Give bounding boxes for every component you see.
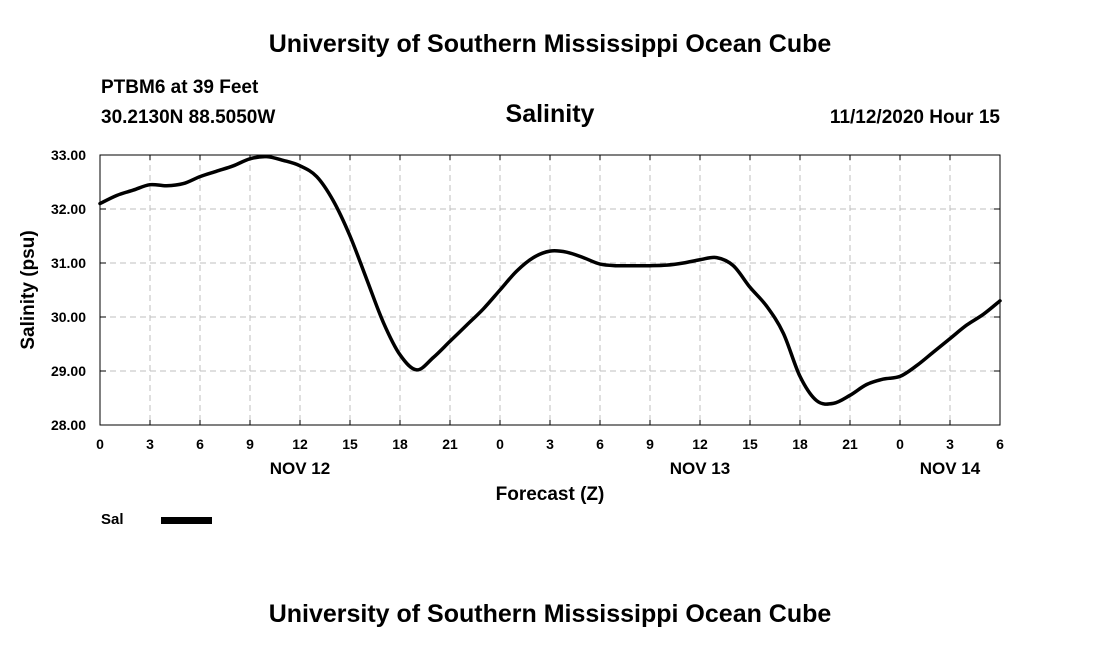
x-tick-label: 3 (146, 436, 154, 452)
y-tick-label: 31.00 (51, 255, 86, 271)
x-tick-label: 0 (496, 436, 504, 452)
axis-labels: 0 3 6 9 12 15 18 21 0 3 6 9 12 15 18 21 0 3 6 28.00 29.00 30.… (51, 147, 1004, 478)
grid-lines (100, 155, 1000, 425)
series-line-sal (98, 154, 1002, 406)
x-tick-label: 3 (946, 436, 954, 452)
footer-organization-title: University of Southern Mississippi Ocean… (268, 600, 832, 628)
x-tick-label: 6 (996, 436, 1004, 452)
station-label: PTBM6 at 39 Feet (101, 77, 259, 98)
y-tick-label: 32.00 (51, 201, 86, 217)
x-tick-label: 18 (792, 436, 808, 452)
x-tick-label: 15 (342, 436, 358, 452)
x-tick-label: 21 (442, 436, 458, 452)
legend-label: Sal (101, 511, 124, 528)
x-tick-label: 18 (392, 436, 408, 452)
series-layer (98, 154, 1002, 406)
y-tick-label: 29.00 (51, 363, 86, 379)
y-tick-label: 30.00 (51, 309, 86, 325)
x-tick-label: 12 (692, 436, 708, 452)
chart-title: Salinity (505, 100, 595, 128)
legend-swatch (161, 517, 212, 524)
date-label: NOV 13 (670, 459, 730, 478)
organization-title: University of Southern Mississippi Ocean… (268, 30, 832, 58)
x-tick-label: 9 (646, 436, 654, 452)
x-tick-label: 15 (742, 436, 758, 452)
x-tick-label: 3 (546, 436, 554, 452)
x-tick-label: 0 (96, 436, 104, 452)
x-tick-label: 0 (896, 436, 904, 452)
y-tick-label: 33.00 (51, 147, 86, 163)
x-tick-label: 6 (196, 436, 204, 452)
x-tick-label: 9 (246, 436, 254, 452)
station-coordinates: 30.2130N 88.5050W (101, 107, 276, 128)
date-label: NOV 12 (270, 459, 330, 478)
plot-frame (99, 154, 1001, 426)
x-axis-label: Forecast (Z) (496, 484, 605, 505)
date-label: NOV 14 (920, 459, 981, 478)
x-tick-label: 21 (842, 436, 858, 452)
y-tick-label: 28.00 (51, 417, 86, 433)
issued-timestamp: 11/12/2020 Hour 15 (829, 107, 1000, 128)
x-tick-label: 6 (596, 436, 604, 452)
y-axis-label: Salinity (psu) (18, 230, 39, 349)
x-tick-label: 12 (292, 436, 308, 452)
